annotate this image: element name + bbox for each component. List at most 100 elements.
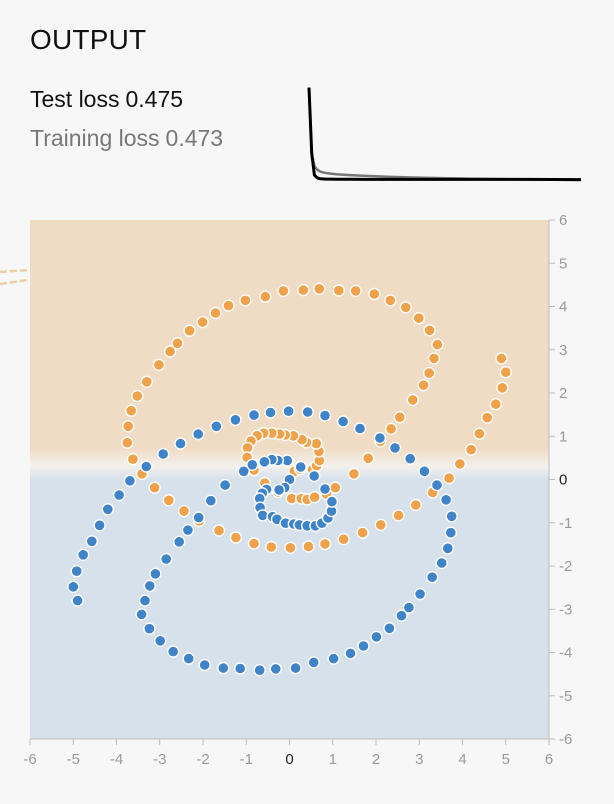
blue-data-point bbox=[253, 664, 266, 677]
x-tick-label: 3 bbox=[415, 751, 423, 768]
blue-data-point bbox=[336, 415, 350, 428]
y-tick-label: -2 bbox=[559, 558, 572, 575]
orange-data-point bbox=[453, 457, 467, 471]
blue-data-point bbox=[373, 431, 387, 445]
blue-data-point bbox=[217, 661, 230, 675]
orange-data-point bbox=[140, 375, 154, 389]
y-tick-label: 5 bbox=[559, 255, 567, 272]
blue-data-point bbox=[101, 503, 115, 516]
decision-boundary-plot: -6 -5 -4 -3 -2 -1 0 1 2 3 4 5 6 6 5 4 3 2 1 0 -1 -2 -3 -4 -5 -6 bbox=[0, 212, 572, 768]
orange-data-point bbox=[171, 337, 184, 350]
orange-data-point bbox=[473, 427, 486, 440]
blue-data-point bbox=[143, 579, 157, 593]
orange-data-point bbox=[349, 284, 362, 298]
boundary-dash-mark bbox=[0, 278, 29, 286]
orange-data-point bbox=[209, 306, 222, 320]
orange-data-point bbox=[121, 436, 134, 449]
orange-data-point bbox=[362, 452, 375, 465]
blue-data-point bbox=[67, 580, 80, 593]
blue-data-point bbox=[395, 609, 408, 622]
blue-data-point bbox=[282, 404, 295, 418]
x-axis: -6 -5 -4 -3 -2 -1 0 1 2 3 4 5 6 bbox=[23, 738, 553, 768]
y-tick-label: -1 bbox=[559, 515, 572, 532]
blue-data-point bbox=[301, 405, 314, 419]
orange-data-point bbox=[308, 491, 321, 504]
blue-data-point bbox=[430, 478, 444, 492]
orange-data-point bbox=[337, 533, 350, 546]
blue-data-point bbox=[159, 552, 173, 566]
orange-data-point bbox=[121, 420, 135, 433]
blue-data-point bbox=[413, 587, 427, 601]
orange-data-point bbox=[412, 311, 425, 325]
orange-data-point bbox=[427, 352, 441, 365]
orange-data-point bbox=[284, 541, 297, 554]
y-tick-label: 2 bbox=[559, 385, 567, 402]
x-tick-label: 0 bbox=[285, 751, 293, 768]
blue-data-point bbox=[237, 465, 250, 478]
orange-data-point bbox=[131, 389, 144, 403]
blue-data-point bbox=[294, 460, 307, 474]
blue-data-point bbox=[140, 460, 153, 473]
test-loss-label: Test loss bbox=[30, 86, 120, 112]
blue-data-point bbox=[318, 409, 332, 422]
orange-data-point bbox=[384, 422, 398, 436]
orange-data-point bbox=[177, 504, 191, 518]
orange-data-point bbox=[392, 509, 405, 522]
blue-data-point bbox=[192, 511, 205, 524]
orange-data-point bbox=[374, 518, 387, 532]
orange-data-point bbox=[152, 358, 166, 372]
blue-data-point bbox=[153, 634, 167, 647]
y-tick-label: 1 bbox=[559, 428, 567, 445]
blue-data-point bbox=[247, 408, 261, 422]
y-tick-label: -3 bbox=[559, 601, 572, 618]
orange-data-point bbox=[406, 393, 419, 407]
blue-data-point bbox=[233, 662, 247, 675]
blue-data-point bbox=[383, 622, 396, 635]
y-tick-label: 0 bbox=[559, 472, 567, 489]
blue-data-point bbox=[229, 413, 242, 427]
boundary-artifacts bbox=[0, 268, 29, 286]
blue-data-point bbox=[325, 495, 339, 508]
orange-data-point bbox=[148, 481, 161, 494]
blue-data-point bbox=[135, 608, 148, 621]
blue-data-point bbox=[93, 519, 106, 532]
orange-data-point bbox=[496, 381, 509, 395]
blue-data-point bbox=[198, 658, 211, 672]
blue-data-point bbox=[444, 526, 457, 539]
x-tick-label: -4 bbox=[110, 751, 123, 768]
x-tick-label: 4 bbox=[458, 751, 466, 768]
blue-data-point bbox=[388, 441, 402, 455]
training-loss-label: Training loss bbox=[30, 125, 160, 151]
blue-data-point bbox=[218, 478, 232, 492]
orange-data-point bbox=[222, 299, 235, 312]
orange-data-point bbox=[356, 526, 369, 539]
orange-data-point bbox=[126, 453, 140, 466]
orange-data-point bbox=[329, 481, 342, 494]
blue-data-point bbox=[426, 571, 439, 584]
blue-data-point bbox=[123, 474, 137, 487]
orange-data-point bbox=[384, 294, 397, 307]
orange-data-point bbox=[399, 301, 412, 314]
orange-data-point bbox=[229, 531, 243, 544]
orange-data-point bbox=[489, 397, 502, 411]
x-tick-label: -3 bbox=[153, 751, 166, 768]
blue-data-point bbox=[404, 452, 417, 465]
y-tick-label: -6 bbox=[559, 731, 572, 748]
blue-data-point bbox=[210, 420, 223, 433]
orange-data-point bbox=[409, 498, 422, 512]
blue-data-point bbox=[327, 652, 340, 665]
x-tick-label: -5 bbox=[67, 751, 80, 768]
blue-data-point bbox=[138, 594, 152, 607]
blue-data-point bbox=[307, 656, 320, 669]
orange-data-point bbox=[302, 540, 315, 553]
blue-data-point bbox=[258, 455, 271, 468]
x-tick-label: 1 bbox=[329, 751, 337, 768]
y-tick-label: -4 bbox=[559, 645, 572, 662]
blue-data-point bbox=[439, 493, 453, 506]
blue-data-point bbox=[85, 535, 99, 548]
orange-data-point bbox=[277, 284, 290, 298]
data-points bbox=[67, 282, 512, 677]
blue-data-point bbox=[181, 523, 195, 537]
orange-data-point bbox=[393, 410, 406, 424]
x-tick-label: -2 bbox=[196, 751, 209, 768]
